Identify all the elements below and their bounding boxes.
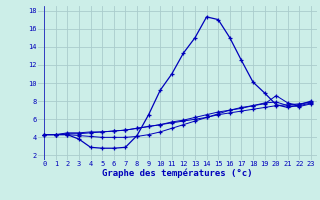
X-axis label: Graphe des températures (°c): Graphe des températures (°c) [102,169,253,178]
